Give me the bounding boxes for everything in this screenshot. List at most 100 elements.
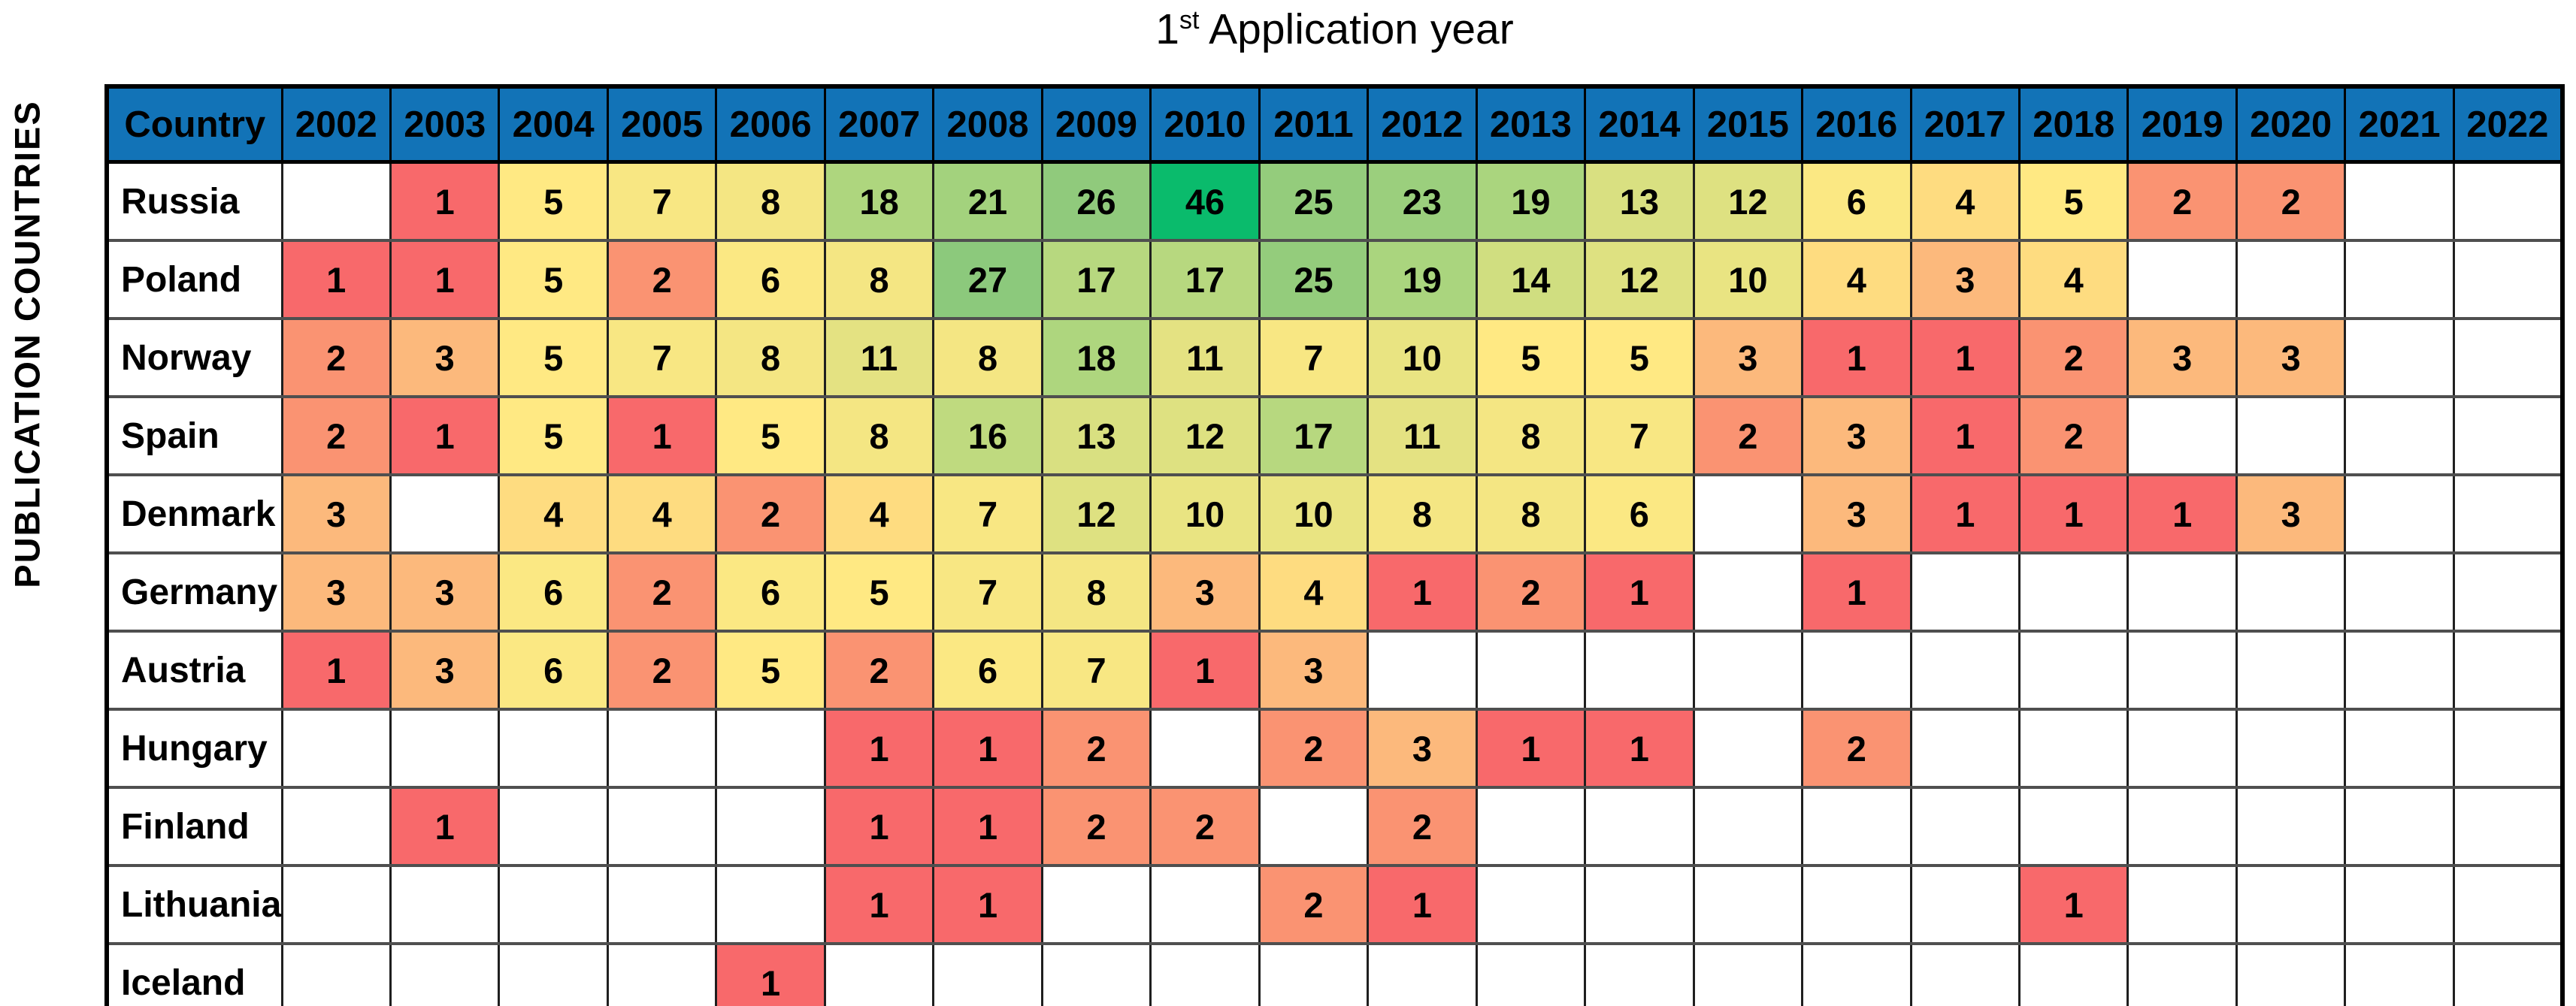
heatmap-cell-iceland-2002 xyxy=(280,942,392,1006)
heatmap-cell-iceland-2019 xyxy=(2126,942,2238,1006)
heatmap-cell-norway-2016: 1 xyxy=(1801,317,1912,398)
table-row-iceland: Iceland 1 xyxy=(105,942,2564,1006)
heatmap-cell-denmark-2009: 12 xyxy=(1040,473,1152,554)
heatmap-cell-finland-2018 xyxy=(2018,786,2130,867)
heatmap-cell-poland-2009: 17 xyxy=(1040,239,1152,320)
heatmap-cell-poland-2012: 19 xyxy=(1367,239,1478,320)
heatmap-cell-hungary-2021 xyxy=(2344,708,2455,789)
heatmap-cell-spain-2008: 16 xyxy=(932,395,1043,476)
heatmap-cell-denmark-2017: 1 xyxy=(1909,473,2021,554)
heatmap-cell-hungary-2017 xyxy=(1909,708,2021,789)
heatmap-cell-germany-2016: 1 xyxy=(1801,551,1912,633)
heatmap-cell-poland-2019 xyxy=(2126,239,2238,320)
heatmap-cell-finland-2004 xyxy=(498,786,609,867)
country-label-hungary: Hungary xyxy=(105,708,283,789)
heatmap-cell-spain-2018: 2 xyxy=(2018,395,2130,476)
heatmap-cell-hungary-2012: 3 xyxy=(1367,708,1478,789)
heatmap-cell-finland-2006 xyxy=(715,786,826,867)
year-header-2008: 2008 xyxy=(932,85,1043,164)
heatmap-body: Russia 1 5 7 8 18 21 26 46 25 23 19 13 12 6 4 5 2 2 Poland 1… xyxy=(105,160,2564,1006)
heatmap-cell-poland-2003: 1 xyxy=(389,239,501,320)
heatmap-cell-lithuania-2020 xyxy=(2235,864,2347,945)
heatmap-cell-denmark-2019: 1 xyxy=(2126,473,2238,554)
heatmap-cell-iceland-2021 xyxy=(2344,942,2455,1006)
table-row-russia: Russia 1 5 7 8 18 21 26 46 25 23 19 13 12 6 4 5 2 2 xyxy=(105,160,2564,242)
heatmap-cell-russia-2018: 5 xyxy=(2018,160,2130,242)
heatmap-cell-norway-2002: 2 xyxy=(280,317,392,398)
heatmap-cell-germany-2005: 2 xyxy=(606,551,718,633)
year-header-2022: 2022 xyxy=(2452,85,2564,164)
heatmap-cell-iceland-2003 xyxy=(389,942,501,1006)
heatmap-cell-finland-2013 xyxy=(1475,786,1587,867)
heatmap-cell-hungary-2015 xyxy=(1692,708,1804,789)
heatmap-cell-iceland-2013 xyxy=(1475,942,1587,1006)
heatmap-cell-norway-2019: 3 xyxy=(2126,317,2238,398)
heatmap-cell-norway-2014: 5 xyxy=(1584,317,1695,398)
heatmap-cell-germany-2007: 5 xyxy=(823,551,935,633)
heatmap-cell-russia-2012: 23 xyxy=(1367,160,1478,242)
heatmap-cell-lithuania-2010 xyxy=(1149,864,1261,945)
table-row-norway: Norway 2 3 5 7 8 11 8 18 11 7 10 5 5 3 1 1 2 3 3 xyxy=(105,317,2564,398)
y-axis-label: PUBLICATION COUNTRIES xyxy=(7,100,47,588)
heatmap-cell-spain-2012: 11 xyxy=(1367,395,1478,476)
heatmap-cell-austria-2015 xyxy=(1692,630,1804,711)
table-row-finland: Finland 1 1 1 2 2 2 xyxy=(105,786,2564,867)
heatmap-cell-spain-2009: 13 xyxy=(1040,395,1152,476)
heatmap-cell-russia-2006: 8 xyxy=(715,160,826,242)
country-label-finland: Finland xyxy=(105,786,283,867)
country-label-lithuania: Lithuania xyxy=(105,864,283,945)
heatmap-cell-spain-2005: 1 xyxy=(606,395,718,476)
heatmap-cell-lithuania-2013 xyxy=(1475,864,1587,945)
heatmap-cell-denmark-2013: 8 xyxy=(1475,473,1587,554)
heatmap-cell-norway-2008: 8 xyxy=(932,317,1043,398)
heatmap-cell-russia-2003: 1 xyxy=(389,160,501,242)
heatmap-cell-austria-2017 xyxy=(1909,630,2021,711)
heatmap-cell-denmark-2004: 4 xyxy=(498,473,609,554)
heatmap-cell-finland-2003: 1 xyxy=(389,786,501,867)
heatmap-cell-iceland-2005 xyxy=(606,942,718,1006)
heatmap-cell-lithuania-2019 xyxy=(2126,864,2238,945)
heatmap-cell-poland-2020 xyxy=(2235,239,2347,320)
heatmap-cell-lithuania-2022 xyxy=(2452,864,2564,945)
heatmap-cell-denmark-2012: 8 xyxy=(1367,473,1478,554)
heatmap-cell-austria-2002: 1 xyxy=(280,630,392,711)
heatmap-cell-austria-2010: 1 xyxy=(1149,630,1261,711)
heatmap-cell-denmark-2014: 6 xyxy=(1584,473,1695,554)
heatmap-cell-spain-2017: 1 xyxy=(1909,395,2021,476)
heatmap-table-container: Country 2002 2003 2004 2005 2006 2007 2008 2009 2… xyxy=(104,84,2565,1006)
heatmap-cell-germany-2010: 3 xyxy=(1149,551,1261,633)
year-header-2005: 2005 xyxy=(606,85,718,164)
heatmap-cell-russia-2021 xyxy=(2344,160,2455,242)
heatmap-cell-finland-2015 xyxy=(1692,786,1804,867)
heatmap-cell-spain-2021 xyxy=(2344,395,2455,476)
heatmap-cell-lithuania-2021 xyxy=(2344,864,2455,945)
chart-title-rest: Application year xyxy=(1199,5,1514,53)
heatmap-cell-spain-2006: 5 xyxy=(715,395,826,476)
heatmap-cell-germany-2011: 4 xyxy=(1258,551,1370,633)
year-header-2015: 2015 xyxy=(1692,85,1804,164)
country-label-austria: Austria xyxy=(105,630,283,711)
table-row-austria: Austria 1 3 6 2 5 2 6 7 1 3 xyxy=(105,630,2564,711)
heatmap-cell-lithuania-2015 xyxy=(1692,864,1804,945)
heatmap-cell-russia-2010: 46 xyxy=(1149,160,1261,242)
year-header-2013: 2013 xyxy=(1475,85,1587,164)
year-header-2009: 2009 xyxy=(1040,85,1152,164)
heatmap-cell-spain-2013: 8 xyxy=(1475,395,1587,476)
heatmap-cell-hungary-2011: 2 xyxy=(1258,708,1370,789)
country-label-russia: Russia xyxy=(105,160,283,242)
heatmap-cell-russia-2016: 6 xyxy=(1801,160,1912,242)
heatmap-cell-russia-2007: 18 xyxy=(823,160,935,242)
heatmap-cell-iceland-2022 xyxy=(2452,942,2564,1006)
heatmap-cell-germany-2022 xyxy=(2452,551,2564,633)
heatmap-cell-iceland-2007 xyxy=(823,942,935,1006)
heatmap-cell-norway-2021 xyxy=(2344,317,2455,398)
heatmap-cell-austria-2022 xyxy=(2452,630,2564,711)
year-header-2016: 2016 xyxy=(1801,85,1912,164)
heatmap-cell-poland-2017: 3 xyxy=(1909,239,2021,320)
year-header-2018: 2018 xyxy=(2018,85,2130,164)
heatmap-cell-hungary-2018 xyxy=(2018,708,2130,789)
heatmap-header-row: Country 2002 2003 2004 2005 2006 2007 2008 2009 2… xyxy=(105,85,2564,164)
year-header-2019: 2019 xyxy=(2126,85,2238,164)
heatmap-cell-lithuania-2017 xyxy=(1909,864,2021,945)
